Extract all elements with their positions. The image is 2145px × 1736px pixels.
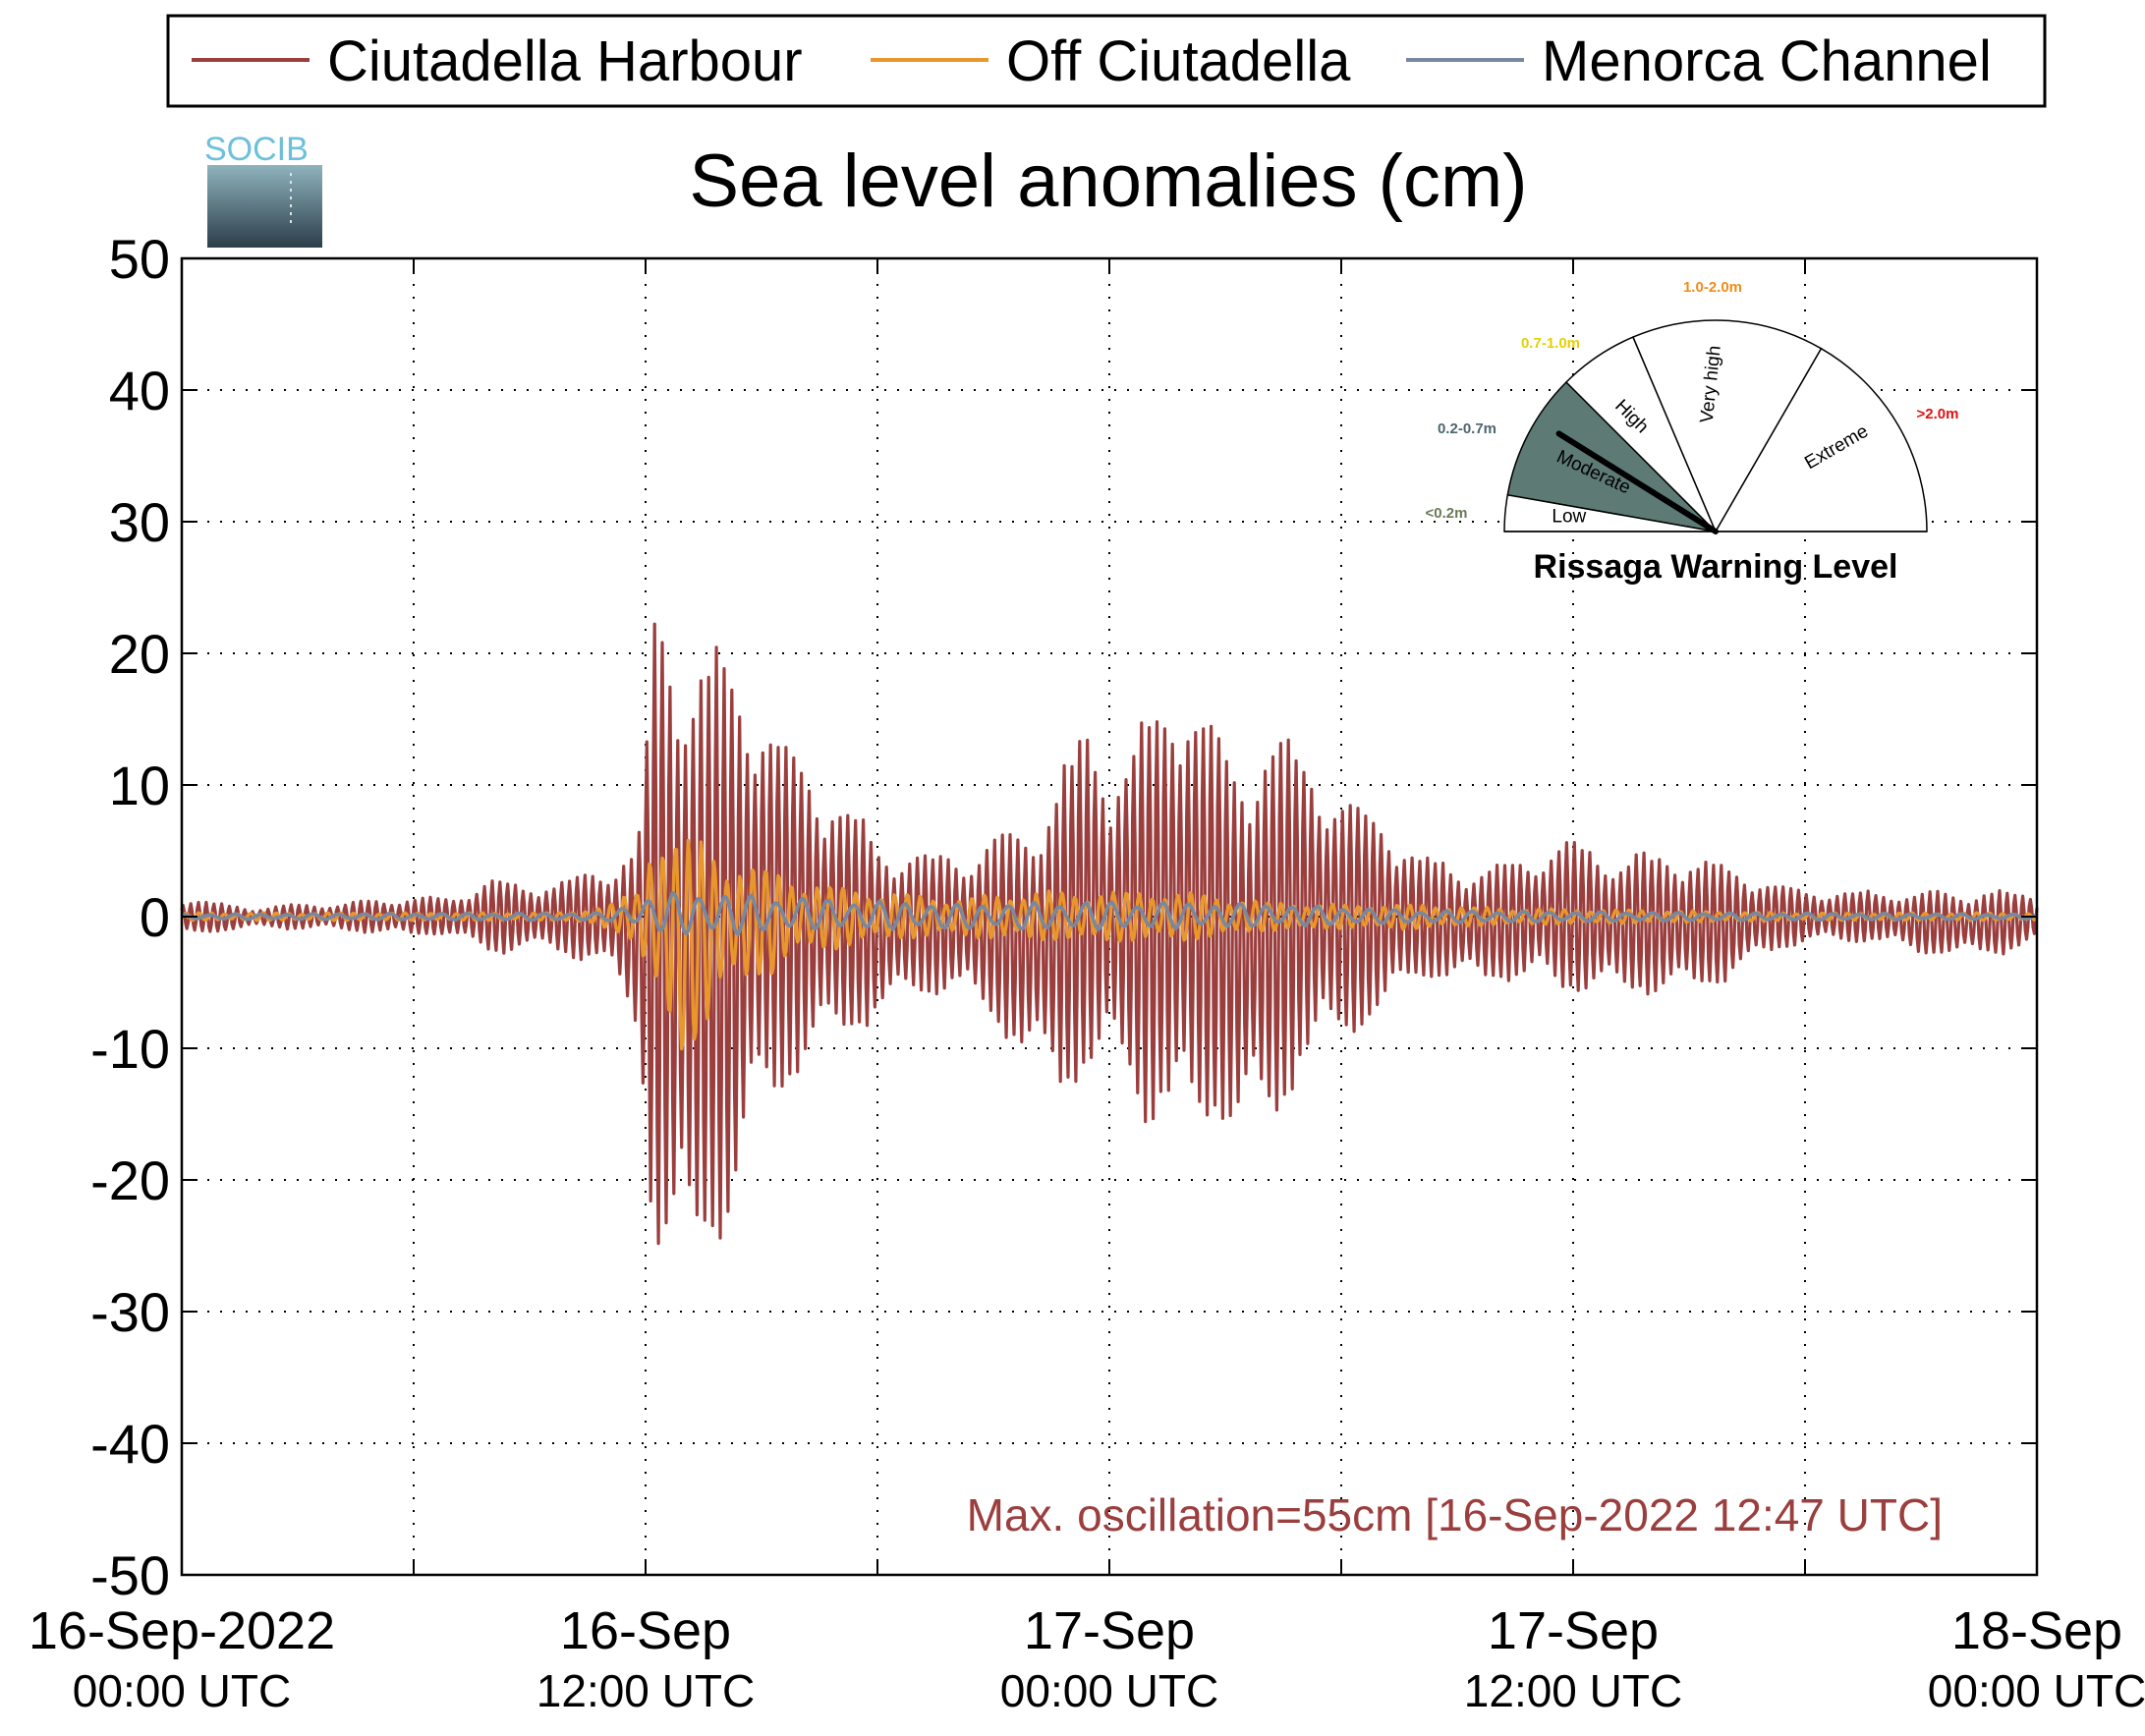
x-tick-label-date: 16-Sep	[560, 1601, 731, 1660]
x-tick-label-time: 00:00 UTC	[1928, 1665, 2145, 1716]
gauge-range-label: <0.2m	[1426, 505, 1468, 522]
y-tick-label: -20	[90, 1149, 170, 1211]
x-tick-label-date: 17-Sep	[1024, 1601, 1195, 1660]
x-tick-label-time: 00:00 UTC	[1000, 1665, 1218, 1716]
x-tick-label-time: 00:00 UTC	[73, 1665, 291, 1716]
axis-ticks	[181, 257, 2038, 1576]
max-oscillation-annotation: Max. oscillation=55cm [16-Sep-2022 12:47…	[967, 1489, 1943, 1540]
legend-label-menorca-channel: Menorca Channel	[1542, 29, 1992, 93]
series-layer	[180, 622, 2039, 1246]
gauge-range-label: 1.0-2.0m	[1683, 279, 1742, 296]
y-tick-label: 0	[140, 886, 170, 948]
series-menorca-channel	[181, 891, 2038, 936]
gauge-title: Rissaga Warning Level	[1534, 548, 1898, 586]
gauge-segment-label: Low	[1552, 506, 1586, 527]
x-tick-label-time: 12:00 UTC	[1464, 1665, 1682, 1716]
x-tick-label-date: 17-Sep	[1488, 1601, 1659, 1660]
legend: Ciutadella Harbour Off Ciutadella Menorc…	[166, 14, 2047, 108]
chart-title: Sea level anomalies (cm)	[689, 140, 1527, 223]
legend-label-off-ciutadella: Off Ciutadella	[1006, 29, 1351, 93]
series-off-ciutadella	[180, 838, 2039, 1051]
y-tick-label: -40	[90, 1413, 170, 1475]
legend-label-ciutadella-harbour: Ciutadella Harbour	[327, 29, 803, 93]
logo-water-block	[207, 165, 322, 248]
y-tick-label: 30	[109, 491, 170, 553]
gauge-range-label: 0.2-0.7m	[1438, 420, 1496, 437]
y-tick-label: 20	[109, 623, 170, 685]
y-tick-label: 10	[109, 755, 170, 816]
x-tick-label-date: 18-Sep	[1951, 1601, 2122, 1660]
series-ciutadella-harbour	[180, 622, 2039, 1246]
gauge-segment-extreme	[1714, 347, 1928, 532]
logo-text: SOCIB	[204, 131, 309, 168]
y-tick-label: -30	[90, 1281, 170, 1343]
legend-frame	[166, 14, 2047, 108]
y-tick-label: -50	[90, 1544, 170, 1606]
gauge-range-label: 0.7-1.0m	[1521, 335, 1580, 352]
y-tick-label: -10	[90, 1018, 170, 1080]
x-tick-label-time: 12:00 UTC	[536, 1665, 755, 1716]
y-tick-label: 50	[109, 228, 170, 290]
gauge-segment-moderate	[1506, 380, 1719, 533]
gauge-segment-very-high	[1632, 319, 1823, 533]
socib-logo: SOCIB	[204, 131, 322, 248]
y-tick-labels: 50 40 30 20 10 0 -10 -20 -30 -40 -50	[90, 228, 170, 1606]
y-tick-label: 40	[109, 360, 170, 421]
x-tick-label-date: 16-Sep-2022	[28, 1601, 335, 1660]
gauge-range-label: >2.0m	[1917, 406, 1959, 422]
gauge-needle	[1555, 430, 1719, 534]
